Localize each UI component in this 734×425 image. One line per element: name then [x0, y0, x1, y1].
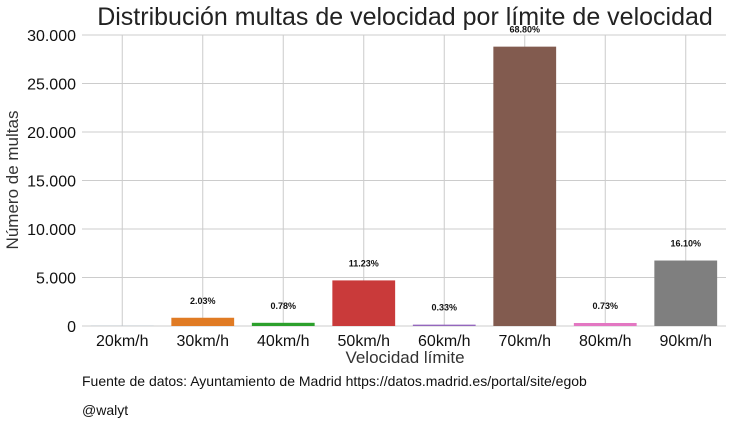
x-tick-label: 60km/h: [418, 333, 470, 350]
bar-50km-h: [332, 280, 396, 326]
bar-90km-h: [654, 260, 718, 326]
bar-30km-h: [171, 317, 235, 326]
bars-layer: [90, 46, 718, 326]
bar-80km-h: [573, 322, 637, 326]
bar-data-label: 2.03%: [190, 296, 216, 306]
data-source-note: Fuente de datos: Ayuntamiento de Madrid …: [82, 373, 587, 389]
labels-layer: 0 5.000 10.000 15.000 20.000 25.000 30.000 20km…: [27, 25, 712, 350]
y-tick-label: 0: [67, 319, 76, 336]
bar-chart: 0 5.000 10.000 15.000 20.000 25.000 30.000 20km…: [3, 3, 726, 367]
chart-title: Distribución multas de velocidad por lím…: [97, 3, 713, 31]
x-tick-label: 70km/h: [499, 333, 551, 350]
y-tick-label: 15.000: [27, 174, 76, 191]
author-handle: @walyt: [82, 402, 129, 418]
bar-data-label: 16.10%: [670, 239, 701, 249]
y-axis-label: Número de multas: [3, 111, 22, 250]
x-tick-label: 80km/h: [579, 333, 631, 350]
x-tick-label: 30km/h: [177, 333, 229, 350]
bar-70km-h: [493, 46, 557, 326]
x-axis-label: Velocidad límite: [345, 348, 464, 367]
bar-40km-h: [251, 322, 315, 326]
y-tick-label: 25.000: [27, 77, 76, 94]
y-tick-label: 30.000: [27, 28, 76, 45]
x-tick-label: 90km/h: [660, 333, 712, 350]
bar-data-label: 68.80%: [509, 25, 540, 35]
x-tick-label: 50km/h: [338, 333, 390, 350]
y-tick-label: 5.000: [36, 271, 76, 288]
x-tick-label: 40km/h: [257, 333, 309, 350]
y-tick-label: 10.000: [27, 222, 76, 239]
bar-data-label: 0.78%: [270, 301, 296, 311]
bar-data-label: 0.73%: [592, 301, 618, 311]
bar-data-label: 11.23%: [349, 258, 379, 268]
grid-layer: [82, 34, 726, 327]
bar-data-label: 0.33%: [431, 303, 457, 313]
x-tick-label: 20km/h: [96, 333, 148, 350]
y-tick-label: 20.000: [27, 125, 76, 142]
bar-60km-h: [412, 324, 476, 326]
